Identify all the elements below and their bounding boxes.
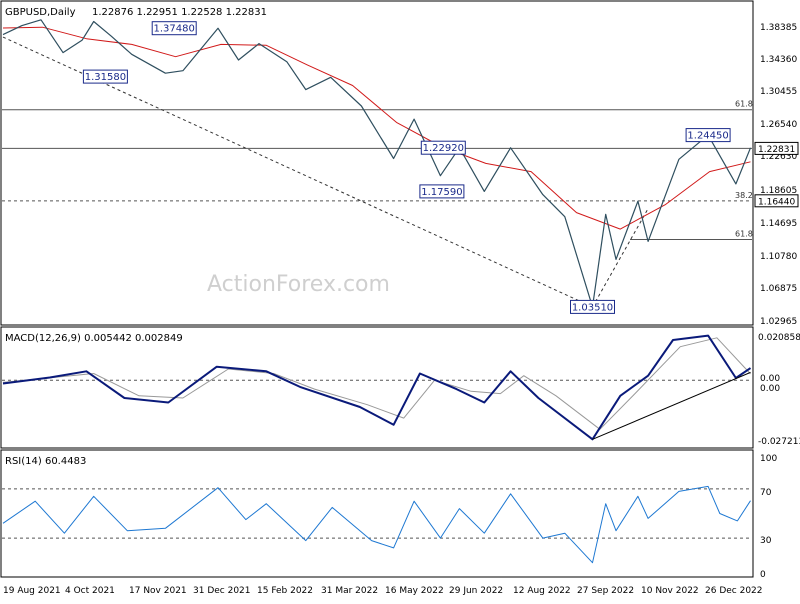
x-tick: 27 Sep 2022 [577,586,634,596]
macd-label: MACD(12,26,9) 0.005442 0.002849 [5,333,183,344]
price-annotation-label: 1.37480 [154,24,195,35]
price-annotation-label: 1.22920 [423,143,464,154]
macd-line [2,334,752,441]
macd-trendline [592,371,751,440]
current-price-label: 1.22831 [758,145,795,155]
x-tick: 17 Nov 2021 [129,586,187,596]
price-annotation-box [151,21,197,36]
rsi-line [2,485,751,564]
rsi-y-axis: 100 70 30 0 [760,454,777,580]
x-tick: 26 Dec 2022 [705,586,763,596]
macd-y-tick: 0.00 [760,384,780,394]
price-annotation-label: 1.31580 [85,72,126,83]
x-tick: 10 Nov 2022 [641,586,699,596]
price-y-tick: 1.18605 [760,186,797,196]
ohlc-header: 1.22876 1.22951 1.22528 1.22831 [92,7,267,18]
price-y-axis: 1.38385 1.34360 1.30455 1.26540 1.22630 … [760,23,797,327]
price-y-tick: 1.22630 [760,152,797,162]
price-y-tick: 1.34360 [760,55,797,65]
price-y-tick: 1.02965 [760,317,797,327]
x-axis: 19 Aug 2021 4 Oct 2021 17 Nov 2021 31 De… [3,586,763,596]
price-annotation-box [685,128,731,143]
x-tick: 31 Mar 2022 [321,586,378,596]
price-line [2,19,752,308]
chart-marks: 61.8 38.2 61.8 1.37480 1.31580 1.22920 1.17590… [2,19,799,564]
x-tick: 15 Feb 2022 [257,586,313,596]
x-tick: 12 Aug 2022 [513,586,571,596]
price-y-tick: 1.38385 [760,23,797,33]
support-price-label-box [754,194,799,208]
price-y-tick: 1.14695 [760,219,797,229]
macd-panel-frame [0,326,754,449]
price-annotation-box [419,184,465,199]
price-y-tick: 1.10780 [760,252,797,262]
price-y-tick: 1.06875 [760,284,797,294]
rsi-y-tick: 70 [760,488,772,498]
fib-label: 61.8 [735,230,753,239]
current-price-label-box [754,141,799,155]
price-y-tick: 1.26540 [760,120,797,130]
moving-average-line [2,26,751,230]
rsi-y-tick: 0 [760,570,766,580]
x-tick: 4 Oct 2021 [65,586,115,596]
x-tick: 29 Jun 2022 [449,586,503,596]
price-trendline [592,208,649,308]
rsi-panel-frame [0,449,754,578]
x-tick: 31 Dec 2021 [193,586,251,596]
price-annotation-label: 1.17590 [421,187,462,198]
fib-label: 61.8 [735,100,753,109]
price-annotation-label: 1.24450 [687,131,728,142]
price-annotation-box [570,299,615,314]
support-price-label: 1.16440 [758,197,795,207]
x-tick: 16 May 2022 [385,586,444,596]
rsi-y-tick: 100 [760,454,777,464]
macd-y-tick: 0.00 [760,374,780,384]
macd-y-tick: 0.020858 [758,333,800,343]
x-tick: 19 Aug 2021 [3,586,61,596]
price-panel-frame [0,0,754,326]
price-y-tick: 1.30455 [760,87,797,97]
macd-y-tick: -0.027213 [758,437,800,447]
macd-y-axis: 0.020858 0.00 0.00 -0.027213 [758,333,800,447]
instrument-label: GBPUSD,Daily [5,7,76,18]
fib-label: 38.2 [735,191,753,200]
price-annotation-box [82,69,128,84]
rsi-label: RSI(14) 60.4483 [5,456,86,467]
watermark: ActionForex.com [207,272,390,297]
price-annotation-label: 1.03510 [572,302,613,313]
price-annotation-box [420,140,466,155]
rsi-y-tick: 30 [760,536,772,546]
